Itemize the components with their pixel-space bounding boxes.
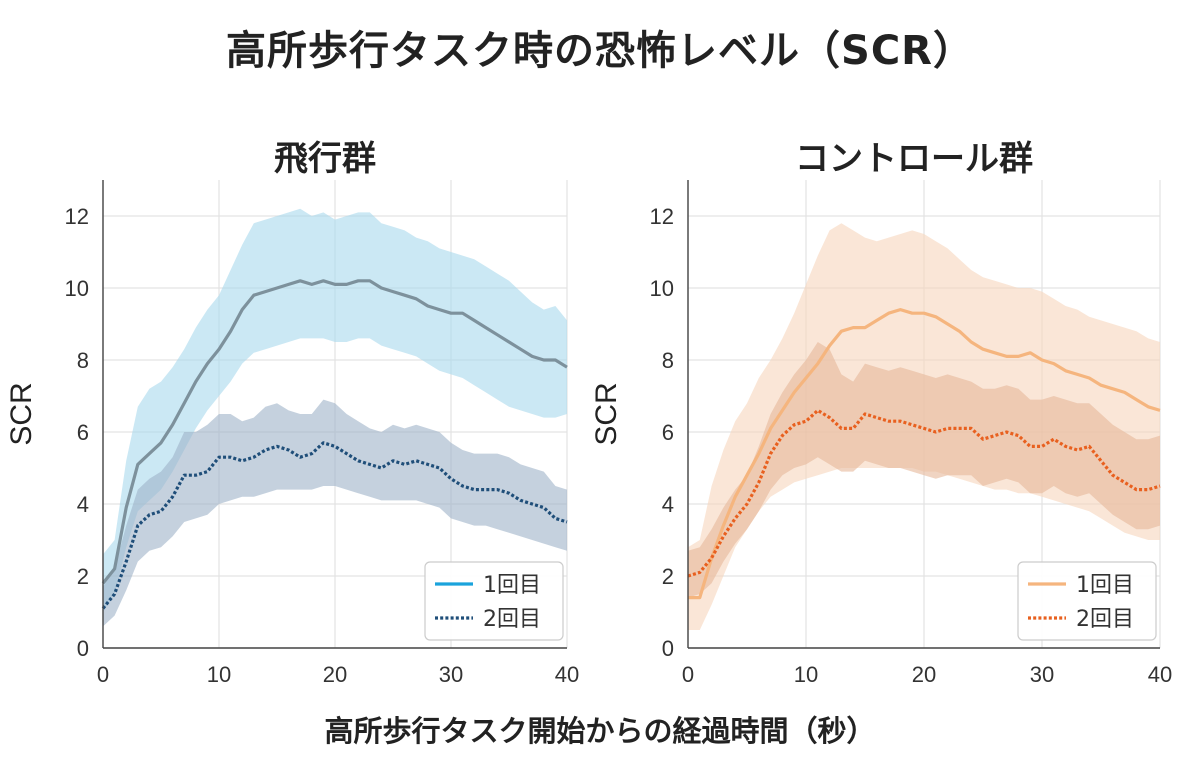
- x-tick-label: 40: [1148, 662, 1172, 687]
- band-series-1: [103, 208, 567, 613]
- main-title: 高所歩行タスク時の恐怖レベル（SCR）: [226, 28, 974, 74]
- line-series-2: [687, 408, 1161, 578]
- legend-label-1: 1回目: [483, 573, 541, 598]
- legend-box: [424, 561, 564, 641]
- x-tick-label: 40: [555, 662, 579, 687]
- line-series-1: [688, 308, 1161, 600]
- x-tick-label: 20: [912, 662, 936, 687]
- y-tick-label: 6: [662, 420, 674, 445]
- x-tick-label: 20: [323, 662, 347, 687]
- y-tick-label: 10: [650, 276, 674, 301]
- x-tick-label: 30: [439, 662, 463, 687]
- y-tick-label: 8: [662, 348, 674, 373]
- y-tick-label: 12: [650, 204, 674, 229]
- legend-label-2: 2回目: [483, 607, 541, 632]
- legend-label-2: 2回目: [1076, 607, 1134, 632]
- line-series-2: [101, 441, 568, 610]
- y-tick-label: 10: [65, 276, 89, 301]
- x-tick-label: 10: [794, 662, 818, 687]
- x-axis-label: 高所歩行タスク開始からの経過時間（秒）: [324, 714, 876, 748]
- x-tick-label: 10: [207, 662, 231, 687]
- y-tick-label: 0: [662, 636, 674, 661]
- y-tick-label: 4: [662, 492, 674, 517]
- y-tick-label: 2: [77, 564, 89, 589]
- panel-title: コントロール群: [795, 139, 1033, 179]
- x-tick-label: 30: [1030, 662, 1054, 687]
- legend-label-1: 1回目: [1076, 573, 1134, 598]
- y-axis-label: SCR: [5, 382, 38, 445]
- y-tick-label: 8: [77, 348, 89, 373]
- band-series-2: [688, 342, 1160, 598]
- legend-box: [1017, 561, 1157, 641]
- y-tick-label: 0: [77, 636, 89, 661]
- x-tick-label: 0: [682, 662, 694, 687]
- y-tick-label: 4: [77, 492, 89, 517]
- line-series-1: [101, 279, 568, 585]
- y-tick-label: 6: [77, 420, 89, 445]
- y-tick-label: 2: [662, 564, 674, 589]
- y-axis-label: SCR: [590, 382, 623, 445]
- panel-title: 飛行群: [274, 139, 376, 179]
- x-tick-label: 0: [97, 662, 109, 687]
- y-tick-label: 12: [65, 204, 89, 229]
